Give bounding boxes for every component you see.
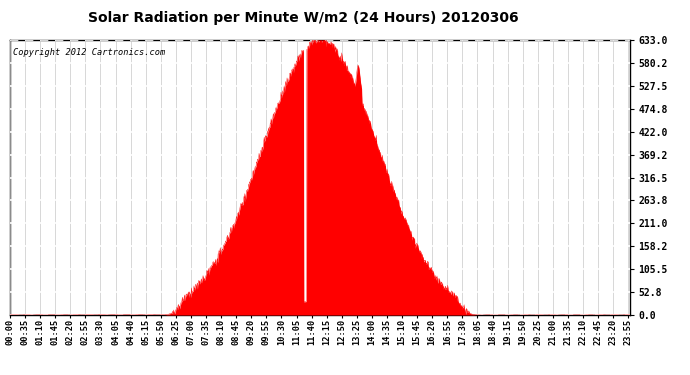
Text: Solar Radiation per Minute W/m2 (24 Hours) 20120306: Solar Radiation per Minute W/m2 (24 Hour… (88, 11, 519, 25)
Text: Copyright 2012 Cartronics.com: Copyright 2012 Cartronics.com (13, 48, 166, 57)
